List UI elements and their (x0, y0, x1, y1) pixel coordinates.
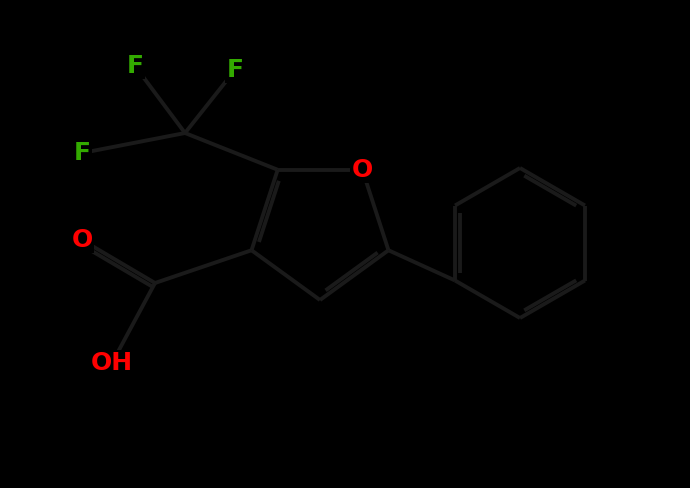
Text: O: O (352, 158, 373, 182)
Text: O: O (71, 228, 92, 252)
Text: F: F (126, 54, 144, 78)
Text: F: F (74, 141, 90, 165)
Text: OH: OH (91, 351, 133, 375)
Text: F: F (226, 58, 244, 82)
